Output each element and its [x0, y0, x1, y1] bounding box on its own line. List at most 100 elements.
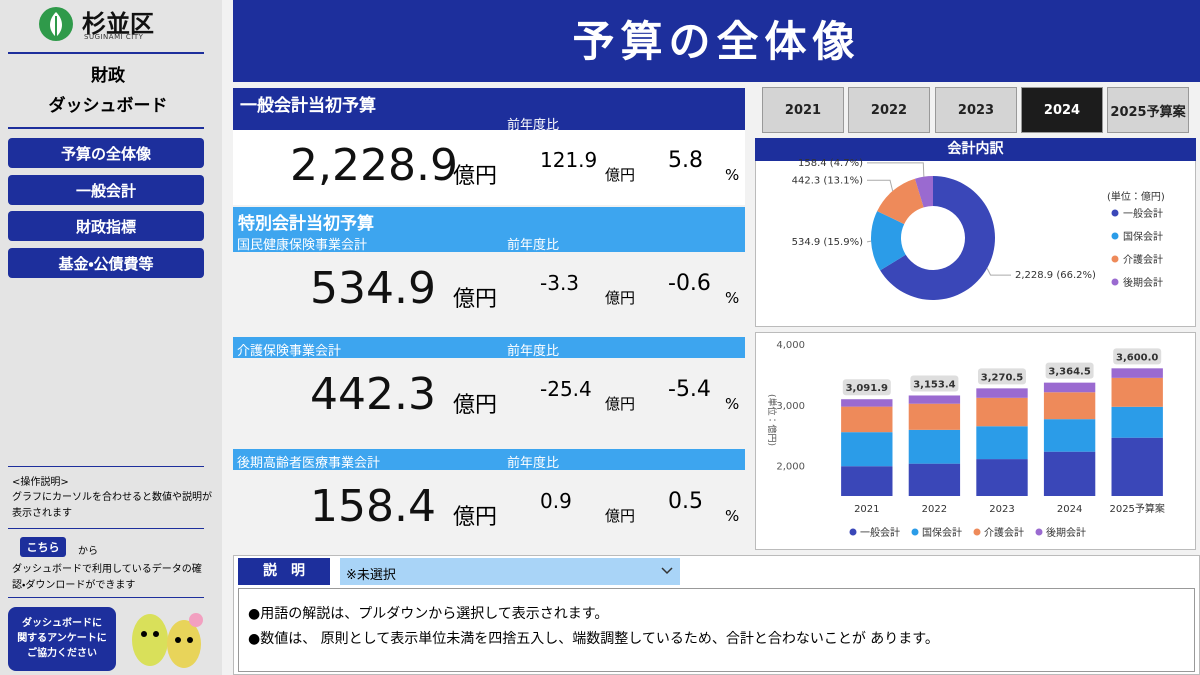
- legend-swatch: [973, 528, 981, 536]
- total-label-bg: [1113, 348, 1162, 365]
- y-tick-label: 3,000: [776, 401, 805, 412]
- year-tab[interactable]: 2023: [935, 87, 1017, 133]
- year-tab[interactable]: 2022: [848, 87, 930, 133]
- bar-segment: [908, 395, 961, 404]
- legend-swatch: [1111, 209, 1119, 217]
- nav-button[interactable]: 一般会計: [8, 175, 204, 205]
- sidebar-title: 財政: [91, 66, 125, 86]
- rate: 5.8: [668, 148, 703, 173]
- unit: 億円: [453, 393, 498, 418]
- rate-unit: %: [725, 166, 740, 184]
- help-heading: <操作説明>: [12, 477, 69, 488]
- bar-segment: [976, 459, 1028, 496]
- legend-swatch: [911, 528, 919, 536]
- total-label-bg: [978, 368, 1026, 385]
- nav-button[interactable]: 予算の全体像: [8, 138, 204, 168]
- donut-chart: 2,228.9 (66.2%) 534.9 (15.9%) 442.3 (13.1%…: [792, 158, 1165, 300]
- legend-label: 一般会計: [1123, 207, 1163, 220]
- bar-segment: [841, 399, 893, 407]
- logo-icon: [39, 7, 73, 41]
- rate: -5.4: [668, 377, 711, 402]
- sidebar-title: ダッシュボード: [48, 96, 168, 116]
- donut-title: 会計内訳: [755, 138, 1196, 161]
- unit: 億円: [453, 505, 498, 530]
- diff: -3.3: [540, 271, 580, 295]
- bar-segment: [908, 429, 961, 464]
- bar-segment: [1043, 419, 1096, 452]
- section-title: 特別会計当初予算: [238, 214, 374, 234]
- legend-label: 国保会計: [1123, 230, 1163, 243]
- sidebar: [0, 0, 222, 675]
- nav-button[interactable]: 財政指標: [8, 211, 204, 241]
- dropdown-arrow: [661, 567, 673, 575]
- compare-label: 前年度比: [507, 238, 560, 253]
- section-title: 一般会計当初予算: [240, 96, 376, 116]
- total-label: 3,270.5: [981, 372, 1023, 383]
- value-panel: [233, 130, 745, 205]
- bar-segment: [908, 463, 961, 496]
- header-bar: [233, 0, 1200, 82]
- bar-segment: [841, 432, 893, 467]
- dropdown-value: ※未選択: [346, 568, 396, 583]
- leader-line: [867, 162, 925, 177]
- bar-segment: [1111, 406, 1163, 438]
- page-title: 予算の全体像: [572, 17, 861, 66]
- survey-button[interactable]: ダッシュボードに 関するアンケートに ご協力ください: [8, 607, 116, 671]
- diff-unit: 億円: [605, 166, 636, 184]
- x-tick-label: 2023: [989, 504, 1014, 515]
- year-tab[interactable]: 2024: [1021, 87, 1103, 133]
- legend-swatch: [1035, 528, 1043, 536]
- legend-swatch: [1111, 232, 1119, 240]
- total-label: 3,153.4: [913, 379, 955, 390]
- y-axis-label: (単位：億円): [766, 394, 778, 446]
- rate-unit: %: [725, 507, 740, 525]
- legend-swatch: [1111, 278, 1119, 286]
- diff-unit: 億円: [605, 395, 636, 413]
- slice-label: 442.3 (13.1%): [792, 175, 863, 186]
- legend-label: 国保会計: [922, 526, 962, 539]
- donut-slice: [880, 176, 995, 300]
- x-tick-label: 2021: [854, 504, 879, 515]
- diff: 121.9: [540, 148, 598, 172]
- donut-slice: [871, 211, 906, 271]
- year-tab[interactable]: 2025予算案: [1107, 87, 1189, 133]
- logo-sub: SUGINAMI CITY: [84, 33, 144, 41]
- leader-line: [986, 268, 1011, 276]
- y-tick-label: 4,000: [776, 340, 805, 351]
- bar-segment: [841, 406, 893, 433]
- data-link-button[interactable]: こちら: [20, 537, 66, 557]
- nav-button[interactable]: 基金・公債費等: [8, 248, 204, 278]
- x-tick-label: 2024: [1057, 504, 1082, 515]
- logo-name: 杉並区: [82, 10, 154, 38]
- account-name: 国民健康保険事業会計: [237, 238, 368, 253]
- unit: 億円: [453, 164, 498, 189]
- bar-chart: 2,000 3,000 4,000 (単位：億円) 3,091.9 2021 3,153.4…: [766, 340, 1165, 539]
- link-suffix: から: [78, 546, 98, 557]
- rate-unit: %: [725, 289, 740, 307]
- slice-label: 534.9 (15.9%): [792, 237, 863, 248]
- account-name: 介護保険事業会計: [237, 344, 342, 359]
- divider: [8, 466, 204, 467]
- slice-label: 158.4 (4.7%): [798, 158, 863, 169]
- amount: 442.3: [310, 369, 436, 420]
- total-label-bg: [1045, 362, 1094, 379]
- rate: -0.6: [668, 271, 711, 296]
- year-tab[interactable]: 2021: [762, 87, 844, 133]
- total-label: 3,600.0: [1116, 352, 1158, 363]
- legend-label: 介護会計: [1123, 253, 1163, 266]
- slice-label: 2,228.9 (66.2%): [1015, 270, 1096, 281]
- dropdown[interactable]: [340, 558, 680, 585]
- amount: 158.4: [310, 481, 436, 532]
- bar-segment: [908, 403, 961, 430]
- help-text: グラフにカーソルを合わせると数値や説明が表示されます: [12, 492, 212, 519]
- divider: [8, 528, 204, 529]
- divider: [8, 597, 204, 598]
- compare-label: 前年度比: [507, 456, 560, 471]
- section-header: [233, 207, 745, 252]
- bar-segment: [841, 466, 893, 496]
- mascot: [132, 613, 203, 668]
- donut-slice: [877, 178, 924, 225]
- total-label-bg: [842, 379, 891, 396]
- account-header: [233, 337, 745, 358]
